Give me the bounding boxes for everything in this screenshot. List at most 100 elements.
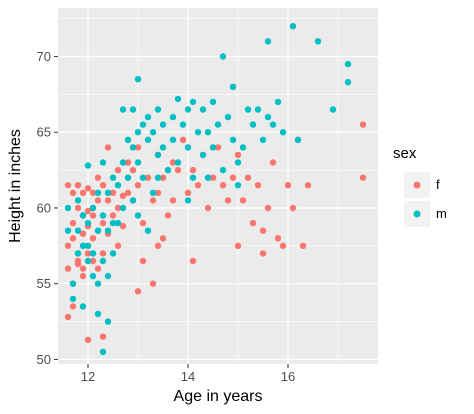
x-axis-title: Age in years (174, 388, 263, 405)
data-point-m (154, 151, 162, 159)
data-point-f (159, 235, 167, 242)
data-point-m (289, 23, 297, 30)
data-point-m (254, 106, 262, 113)
data-point-m (314, 38, 322, 45)
legend-label-m: m (436, 206, 447, 221)
data-point-m (94, 280, 102, 287)
data-point-f (79, 265, 87, 272)
data-point-m (79, 303, 87, 310)
data-point-f (139, 257, 147, 265)
data-point-m (234, 159, 242, 166)
data-point-f (74, 260, 82, 268)
data-point-m (74, 197, 82, 204)
data-point-m (159, 144, 167, 151)
data-point-f (204, 204, 212, 212)
data-point-m (109, 250, 117, 257)
data-point-f (169, 197, 177, 204)
legend: sex fm (393, 145, 447, 227)
data-point-f (134, 144, 142, 151)
data-point-f (109, 212, 117, 219)
data-point-f (94, 174, 102, 181)
panel-background (58, 8, 378, 364)
data-point-m (124, 174, 132, 181)
data-point-f (64, 242, 72, 249)
data-point-f (89, 212, 97, 219)
data-point-f (259, 250, 267, 257)
data-point-f (129, 166, 137, 174)
data-point-f (239, 197, 247, 204)
data-point-f (99, 333, 107, 340)
y-tick-label: 70 (37, 49, 51, 64)
data-point-m (149, 189, 157, 196)
x-tick-label: 14 (181, 369, 195, 384)
data-point-f (359, 121, 367, 128)
data-point-f (279, 242, 287, 249)
data-point-m (139, 174, 147, 181)
data-point-f (84, 185, 92, 192)
data-point-m (134, 129, 142, 136)
data-point-m (209, 144, 217, 151)
data-point-m (344, 79, 352, 86)
x-tick-label: 16 (281, 369, 295, 384)
data-point-m (214, 121, 222, 128)
data-point-f (304, 182, 312, 189)
data-point-m (94, 310, 102, 318)
data-point-m (174, 159, 182, 166)
data-point-m (204, 174, 212, 181)
data-point-f (89, 189, 97, 196)
data-point-f (99, 219, 107, 227)
data-point-m (104, 227, 112, 234)
data-point-f (119, 222, 127, 230)
data-point-m (279, 129, 287, 136)
data-point-f (299, 242, 307, 249)
data-point-f (124, 189, 132, 196)
data-point-f (104, 144, 112, 151)
data-point-m (204, 129, 212, 136)
data-point-m (329, 106, 337, 113)
data-point-f (254, 182, 262, 189)
data-point-f (84, 336, 92, 343)
data-point-m (159, 121, 167, 128)
data-point-m (84, 219, 92, 227)
data-point-m (234, 182, 242, 189)
data-point-f (224, 197, 232, 204)
data-point-f (229, 174, 237, 181)
data-point-f (124, 159, 132, 166)
data-point-f (219, 182, 227, 189)
data-point-m (129, 106, 137, 113)
data-point-f (79, 230, 87, 237)
data-point-f (189, 166, 197, 174)
data-point-f (94, 197, 102, 204)
data-point-m (259, 136, 267, 143)
data-point-m (139, 121, 147, 128)
legend-key-m (413, 210, 421, 218)
data-point-m (79, 212, 87, 219)
y-axis-ticks: 50 55 60 65 70 (37, 49, 58, 367)
data-point-f (84, 250, 92, 257)
data-point-f (144, 174, 152, 181)
data-point-f (69, 303, 77, 310)
data-point-f (179, 136, 187, 143)
data-point-m (144, 113, 152, 121)
data-point-f (84, 207, 92, 215)
legend-items: fm (404, 172, 447, 227)
data-point-f (244, 174, 252, 181)
data-point-m (224, 113, 232, 121)
data-point-m (124, 136, 132, 143)
data-point-f (159, 174, 167, 181)
y-tick-label: 55 (37, 276, 51, 291)
data-point-m (244, 106, 252, 113)
data-point-m (89, 204, 97, 212)
data-point-m (199, 106, 207, 113)
data-point-m (344, 60, 352, 68)
y-axis-title: Height in inches (7, 129, 24, 243)
data-point-f (114, 204, 122, 212)
data-point-m (89, 250, 97, 257)
data-point-f (149, 197, 157, 204)
data-point-f (169, 159, 177, 166)
data-point-f (79, 272, 87, 280)
data-point-f (89, 257, 97, 265)
data-point-f (289, 204, 297, 212)
data-point-m (174, 95, 182, 103)
data-point-m (229, 83, 237, 91)
